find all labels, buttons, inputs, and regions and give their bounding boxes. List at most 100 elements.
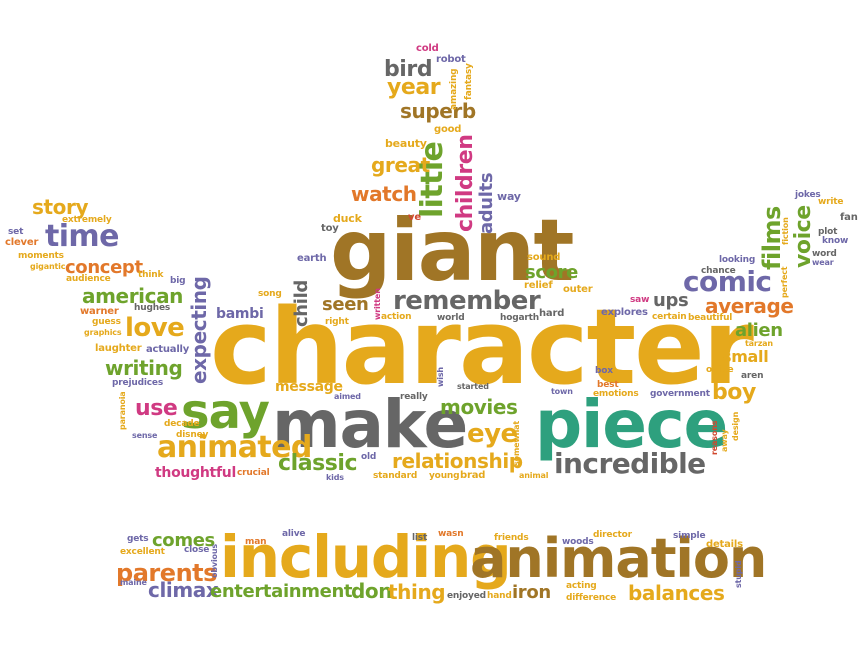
- word-expecting: expecting: [187, 276, 211, 384]
- word-crucial: crucial: [237, 468, 270, 478]
- word-think: think: [138, 270, 164, 280]
- word-director: director: [593, 530, 632, 540]
- word-iron: iron: [512, 582, 551, 603]
- word-balances: balances: [628, 581, 725, 605]
- word-enjoyed: enjoyed: [447, 591, 486, 601]
- word-hard: hard: [539, 308, 565, 319]
- word-list: list: [412, 533, 428, 543]
- word-gets: gets: [127, 534, 149, 544]
- word-outer: outer: [563, 284, 593, 295]
- word-hogarth: hogarth: [500, 313, 539, 323]
- word-don: don: [351, 579, 393, 603]
- word-fiction: fiction: [781, 217, 790, 245]
- word-maine: maine: [120, 578, 147, 587]
- word-piece: piece: [535, 386, 728, 463]
- word-away: away: [720, 429, 729, 452]
- word-jokes: jokes: [795, 190, 821, 200]
- word-cold: cold: [416, 43, 439, 54]
- word-best: best: [597, 380, 619, 390]
- word-children: children: [453, 134, 478, 232]
- word-including: including: [220, 523, 512, 591]
- word-perfect: perfect: [780, 266, 789, 298]
- word-concept: concept: [65, 257, 143, 278]
- word-giant: giant: [330, 201, 575, 301]
- word-acting: acting: [566, 581, 597, 591]
- word-american: american: [82, 284, 184, 308]
- word-animal: animal: [519, 471, 549, 480]
- word-aimed: aimed: [334, 392, 361, 401]
- word-bambi: bambi: [216, 306, 264, 322]
- word-year: year: [387, 75, 441, 100]
- word-hughes: hughes: [134, 303, 171, 313]
- word-entertainment: entertainment: [210, 581, 353, 602]
- word-laughter: laughter: [95, 343, 142, 354]
- word-amazing: amazing: [449, 68, 459, 110]
- word-love: love: [125, 313, 185, 343]
- word-earth: earth: [297, 253, 327, 264]
- word-superb: superb: [400, 99, 476, 123]
- word-incredible: incredible: [554, 447, 706, 480]
- word-say: say: [181, 384, 270, 440]
- word-child: child: [291, 280, 312, 327]
- word-comic: comic: [683, 265, 772, 298]
- word-tarzan: tarzan: [745, 339, 773, 348]
- word-boy: boy: [712, 380, 756, 405]
- word-gigantic: gigantic: [30, 262, 66, 271]
- word-toy: toy: [321, 223, 339, 234]
- word-make: make: [272, 386, 468, 463]
- word-watch: watch: [351, 182, 417, 206]
- word-writing: writing: [105, 356, 183, 380]
- word-good: good: [434, 124, 462, 135]
- word-ve: ve: [408, 212, 421, 223]
- word-comes: comes: [152, 530, 215, 551]
- word-word: word: [812, 249, 837, 259]
- word-wish: wish: [436, 367, 445, 387]
- word-write: write: [818, 197, 844, 207]
- word-obvious: obvious: [210, 543, 219, 578]
- word-thoughtful: thoughtful: [155, 465, 236, 481]
- word-know: know: [822, 236, 849, 246]
- word-clever: clever: [5, 237, 39, 248]
- word-relationship: relationship: [392, 449, 523, 473]
- word-difference: difference: [566, 593, 617, 603]
- word-relief: relief: [524, 280, 553, 291]
- word-animated: animated: [157, 430, 312, 465]
- word-aren: aren: [741, 371, 764, 381]
- word-great: great: [371, 153, 430, 177]
- word-emotions: emotions: [593, 389, 639, 399]
- word-fan: fan: [840, 212, 858, 223]
- word-certain: certain: [652, 312, 687, 322]
- word-big: big: [170, 276, 186, 286]
- word-audience: audience: [66, 274, 111, 284]
- word-reasons: reasons: [710, 420, 719, 455]
- word-adults: adults: [476, 172, 497, 234]
- word-paranoia: paranoia: [118, 391, 127, 430]
- word-use: use: [135, 396, 178, 421]
- word-really: really: [400, 392, 428, 402]
- word-hand: hand: [487, 591, 512, 601]
- word-seen: seen: [322, 294, 369, 315]
- word-world: world: [437, 313, 465, 323]
- word-beauty: beauty: [385, 137, 427, 150]
- word-song: song: [258, 289, 282, 299]
- word-moments: moments: [18, 251, 64, 261]
- word-eye: eye: [467, 419, 518, 449]
- word-disney: disney: [176, 430, 209, 440]
- word-saw: saw: [630, 295, 650, 305]
- word-right: right: [325, 317, 349, 327]
- word-warner: warner: [80, 306, 119, 317]
- word-extremely: extremely: [62, 215, 112, 225]
- word-box: box: [595, 366, 613, 376]
- word-bird: bird: [384, 57, 433, 82]
- word-duck: duck: [333, 212, 362, 225]
- word-average: average: [705, 294, 794, 318]
- word-decade: decade: [164, 419, 200, 429]
- word-alien: alien: [735, 320, 783, 341]
- word-brad: brad: [460, 470, 486, 481]
- word-ups: ups: [653, 290, 689, 311]
- word-close: close: [184, 545, 210, 555]
- word-robot: robot: [436, 54, 466, 65]
- word-old: old: [361, 452, 377, 462]
- word-thing: thing: [388, 580, 446, 604]
